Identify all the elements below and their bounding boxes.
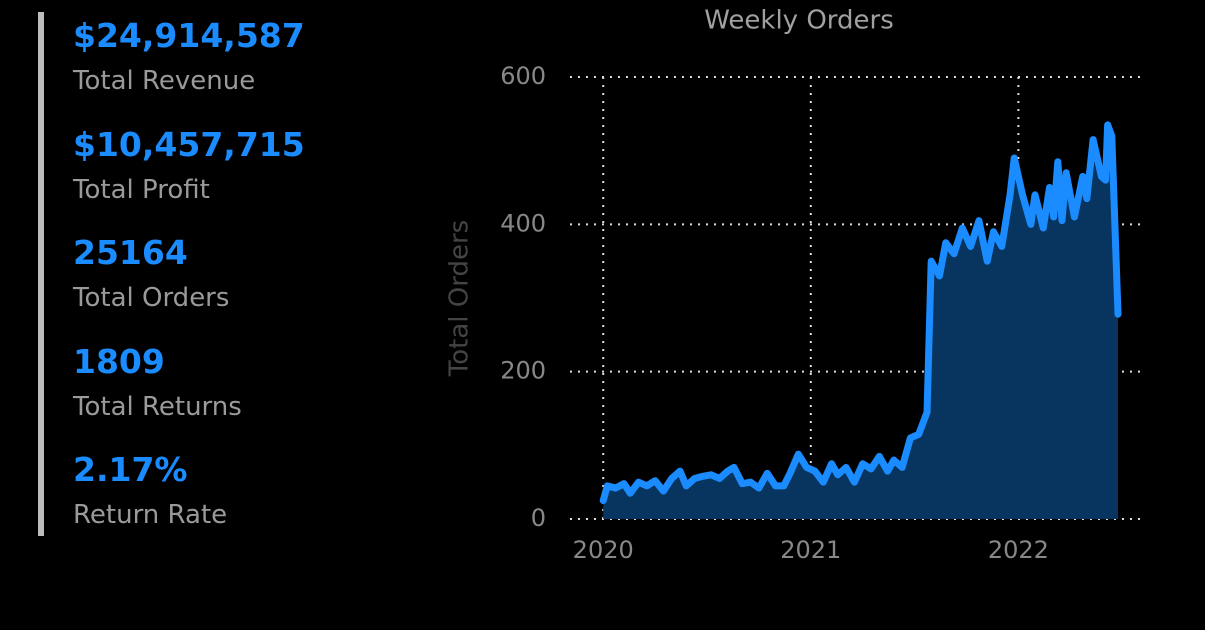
y-tick-label: 400 xyxy=(500,209,546,237)
kpi-label: Total Returns xyxy=(73,391,242,422)
kpi-label: Total Profit xyxy=(73,174,210,205)
y-tick-label: 200 xyxy=(500,357,546,385)
line xyxy=(599,121,1122,505)
kpi-label: Total Revenue xyxy=(73,66,256,96)
kpi-label: Return Rate xyxy=(73,500,228,530)
kpi-value: 1809 xyxy=(73,341,165,381)
x-tick-label: 2021 xyxy=(780,536,841,564)
kpi-value: 2.17% xyxy=(73,450,188,489)
kpi-value: $10,457,715 xyxy=(73,124,305,164)
kpi-value: $24,914,587 xyxy=(73,16,305,55)
divider xyxy=(38,12,44,536)
x-tick-label: 2020 xyxy=(573,536,634,564)
kpi-label: Total Orders xyxy=(73,283,230,313)
kpi-value: 25164 xyxy=(73,233,188,272)
x-tick-label: 2022 xyxy=(988,536,1049,564)
y-tick-label: 600 xyxy=(500,62,546,90)
chart-title: Weekly Orders xyxy=(704,6,894,36)
y-tick-label: 0 xyxy=(531,504,546,532)
area xyxy=(603,124,1119,519)
y-axis-title: Total Orders xyxy=(445,220,475,377)
